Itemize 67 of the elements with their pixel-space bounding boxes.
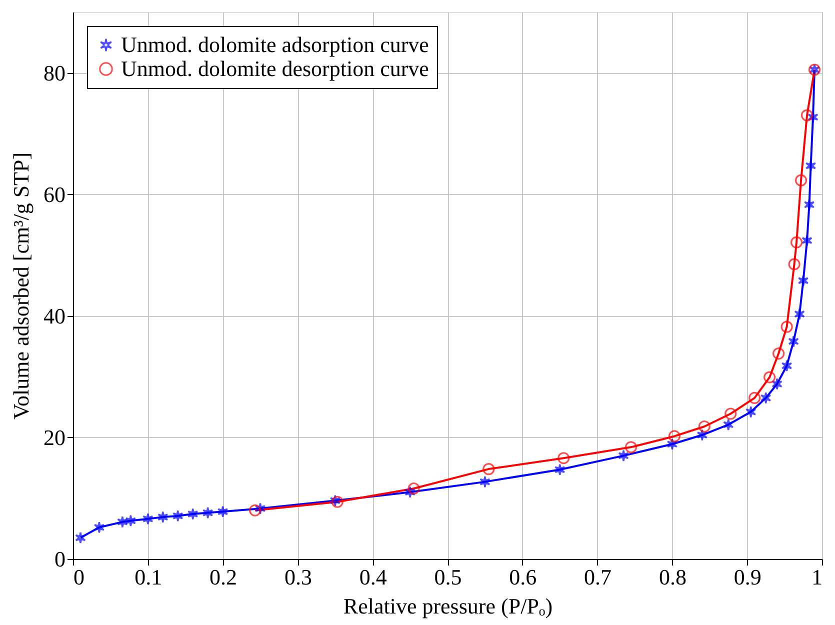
point [158, 511, 168, 524]
point [330, 494, 340, 507]
y-tick-label: 60 [44, 182, 66, 207]
point [696, 428, 708, 442]
x-tick-label: 0.2 [210, 564, 238, 590]
point [724, 408, 737, 420]
point [781, 360, 792, 372]
point [772, 378, 782, 390]
y-axis-title: Volume adsorbed [cm³/g STP] [8, 152, 34, 420]
legend-label: Unmod. dolomite adsorption curve [121, 32, 429, 57]
point [172, 510, 184, 522]
point [558, 452, 570, 464]
point [554, 464, 566, 476]
point [125, 514, 136, 527]
x-tick-label: 1 [812, 564, 822, 590]
x-tick-label: 0.7 [584, 564, 612, 590]
point [780, 320, 793, 333]
point [746, 406, 756, 418]
point [723, 418, 734, 431]
point [788, 335, 799, 348]
y-tick-label: 20 [44, 424, 66, 450]
x-tick-label: 0.8 [658, 564, 686, 590]
point [94, 521, 105, 534]
point [618, 450, 629, 462]
point [666, 438, 678, 450]
y-tick-label: 0 [54, 546, 66, 572]
point [202, 506, 214, 519]
x-tick-label: 0.5 [434, 564, 462, 590]
point [794, 308, 805, 320]
point [331, 496, 344, 508]
x-tick-label: 0.1 [134, 564, 162, 590]
point [790, 236, 803, 248]
point [217, 506, 228, 518]
point [808, 111, 818, 124]
point [802, 234, 812, 247]
legend-label: Unmod. dolomite desorption curve [121, 56, 429, 81]
point [142, 512, 154, 525]
point [788, 258, 800, 270]
point [408, 482, 420, 495]
point [805, 160, 816, 172]
point [764, 371, 776, 384]
x-tick-label: 0.3 [284, 564, 312, 590]
point [482, 463, 495, 476]
point [624, 441, 638, 454]
x-tick-label: 0 [74, 564, 84, 590]
point [75, 532, 86, 544]
point [794, 174, 808, 186]
point [772, 348, 785, 360]
x-tick-label: 0.4 [359, 564, 387, 590]
point [748, 392, 761, 404]
x-tick-label: 0.6 [509, 564, 537, 590]
point [800, 109, 814, 122]
point [804, 198, 815, 211]
point [188, 508, 198, 520]
point [798, 274, 809, 287]
point [480, 476, 490, 488]
y-tick-label: 80 [44, 60, 66, 86]
point [760, 392, 772, 404]
x-axis-title: Relative pressure (P/Pₒ) [343, 594, 553, 618]
point [668, 430, 680, 442]
y-tick-label: 40 [44, 303, 66, 328]
point [254, 502, 266, 515]
point [117, 516, 128, 528]
point [248, 504, 262, 516]
x-tick-label: 0.9 [734, 564, 762, 590]
point [698, 420, 710, 433]
point [404, 486, 416, 498]
